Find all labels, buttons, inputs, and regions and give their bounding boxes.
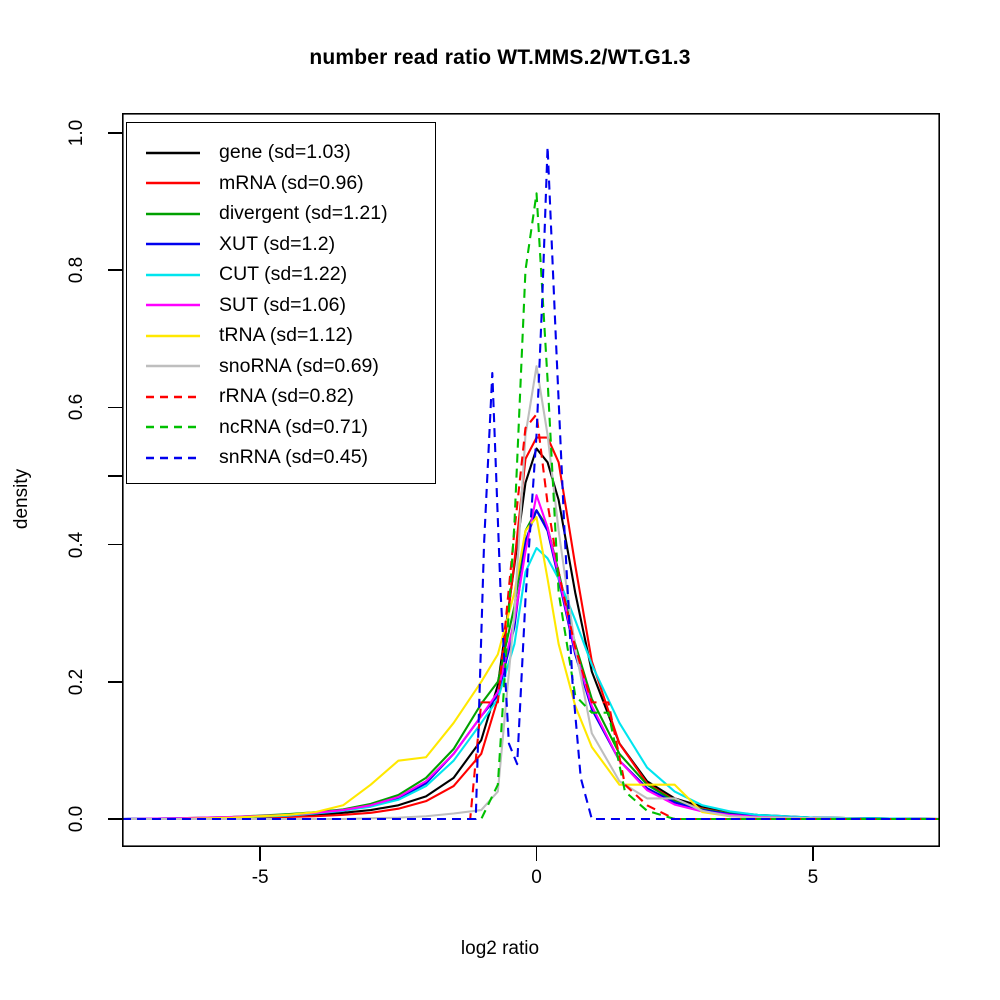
legend-label-divergent: divergent (sd=1.21)	[219, 202, 388, 224]
legend-swatch-XUT	[146, 242, 200, 246]
legend-item-rRNA: rRNA (sd=0.82)	[127, 381, 437, 412]
legend-item-divergent: divergent (sd=1.21)	[127, 198, 437, 229]
y-tick-mark	[108, 406, 122, 409]
series-group	[122, 145, 940, 821]
legend-swatch-ncRNA	[146, 425, 200, 429]
legend-swatch-rRNA	[146, 395, 200, 398]
legend-label-ncRNA: ncRNA (sd=0.71)	[219, 415, 369, 438]
legend-item-XUT: XUT (sd=1.2)	[127, 229, 437, 260]
x-tick-mark	[535, 847, 538, 861]
legend-label-SUT: SUT (sd=1.06)	[219, 293, 346, 316]
series-line-XUT	[122, 509, 940, 821]
y-tick-label: 0.0	[66, 805, 87, 833]
x-tick-label: -5	[251, 867, 269, 888]
series-line-gene	[122, 447, 940, 821]
legend-swatch-gene	[146, 151, 200, 154]
y-tick-mark	[108, 132, 122, 134]
series-line-divergent	[122, 509, 940, 821]
series-line-CUT	[122, 546, 940, 821]
y-tick-mark	[108, 543, 122, 546]
legend-item-snRNA: snRNA (sd=0.45)	[127, 442, 437, 473]
chart-legend: gene (sd=1.03) mRNA (sd=0.96) divergent (s…	[126, 122, 436, 484]
legend-swatch-tRNA	[146, 334, 200, 337]
x-tick-mark	[812, 847, 814, 861]
density-plot-svg	[122, 113, 940, 847]
y-tick-label: 0.6	[66, 394, 87, 421]
y-axis-label: density	[11, 468, 32, 530]
legend-label-gene: gene (sd=1.03)	[219, 141, 351, 163]
series-line-mRNA	[122, 436, 940, 821]
legend-label-mRNA: mRNA (sd=0.96)	[219, 171, 364, 194]
legend-item-SUT: SUT (sd=1.06)	[127, 290, 437, 321]
y-tick-label: 0.2	[66, 668, 87, 696]
legend-label-rRNA: rRNA (sd=0.82)	[219, 385, 354, 407]
legend-item-snoRNA: snoRNA (sd=0.69)	[127, 351, 437, 382]
legend-swatch-mRNA	[146, 181, 200, 185]
y-tick-label: 0.8	[66, 256, 87, 284]
series-line-snoRNA	[122, 365, 940, 821]
legend-label-tRNA: tRNA (sd=1.12)	[219, 324, 353, 346]
x-axis-label: log2 ratio	[460, 938, 540, 959]
legend-item-CUT: CUT (sd=1.22)	[127, 259, 437, 290]
legend-label-CUT: CUT (sd=1.22)	[219, 263, 348, 285]
y-tick-label: 0.4	[66, 531, 87, 558]
series-line-snRNA	[122, 145, 940, 821]
chart-title: number read ratio WT.MMS.2/WT.G1.3	[309, 46, 691, 69]
legend-item-mRNA: mRNA (sd=0.96)	[127, 168, 437, 199]
y-minor-tick-mark	[108, 475, 122, 477]
y-tick-label: 1.0	[66, 119, 87, 147]
legend-swatch-divergent	[146, 212, 200, 215]
legend-label-snoRNA: snoRNA (sd=0.69)	[219, 354, 379, 377]
legend-label-snRNA: snRNA (sd=0.45)	[219, 446, 369, 468]
plot-area	[122, 113, 940, 847]
legend-swatch-CUT	[146, 273, 200, 276]
x-tick-label: 0	[531, 867, 542, 888]
legend-item-ncRNA: ncRNA (sd=0.71)	[127, 412, 437, 443]
series-line-SUT	[122, 494, 940, 821]
legend-swatch-snRNA	[146, 456, 200, 459]
x-tick-label: 5	[807, 867, 819, 888]
legend-item-tRNA: tRNA (sd=1.12)	[127, 320, 437, 351]
y-tick-mark	[108, 818, 122, 820]
legend-label-XUT: XUT (sd=1.2)	[219, 232, 336, 255]
x-tick-mark	[259, 847, 262, 861]
y-tick-mark	[108, 269, 122, 272]
legend-swatch-SUT	[146, 303, 200, 307]
y-tick-mark	[108, 681, 122, 683]
legend-swatch-snoRNA	[146, 364, 200, 368]
legend-item-gene: gene (sd=1.03)	[127, 137, 437, 168]
plot-frame	[122, 113, 940, 847]
